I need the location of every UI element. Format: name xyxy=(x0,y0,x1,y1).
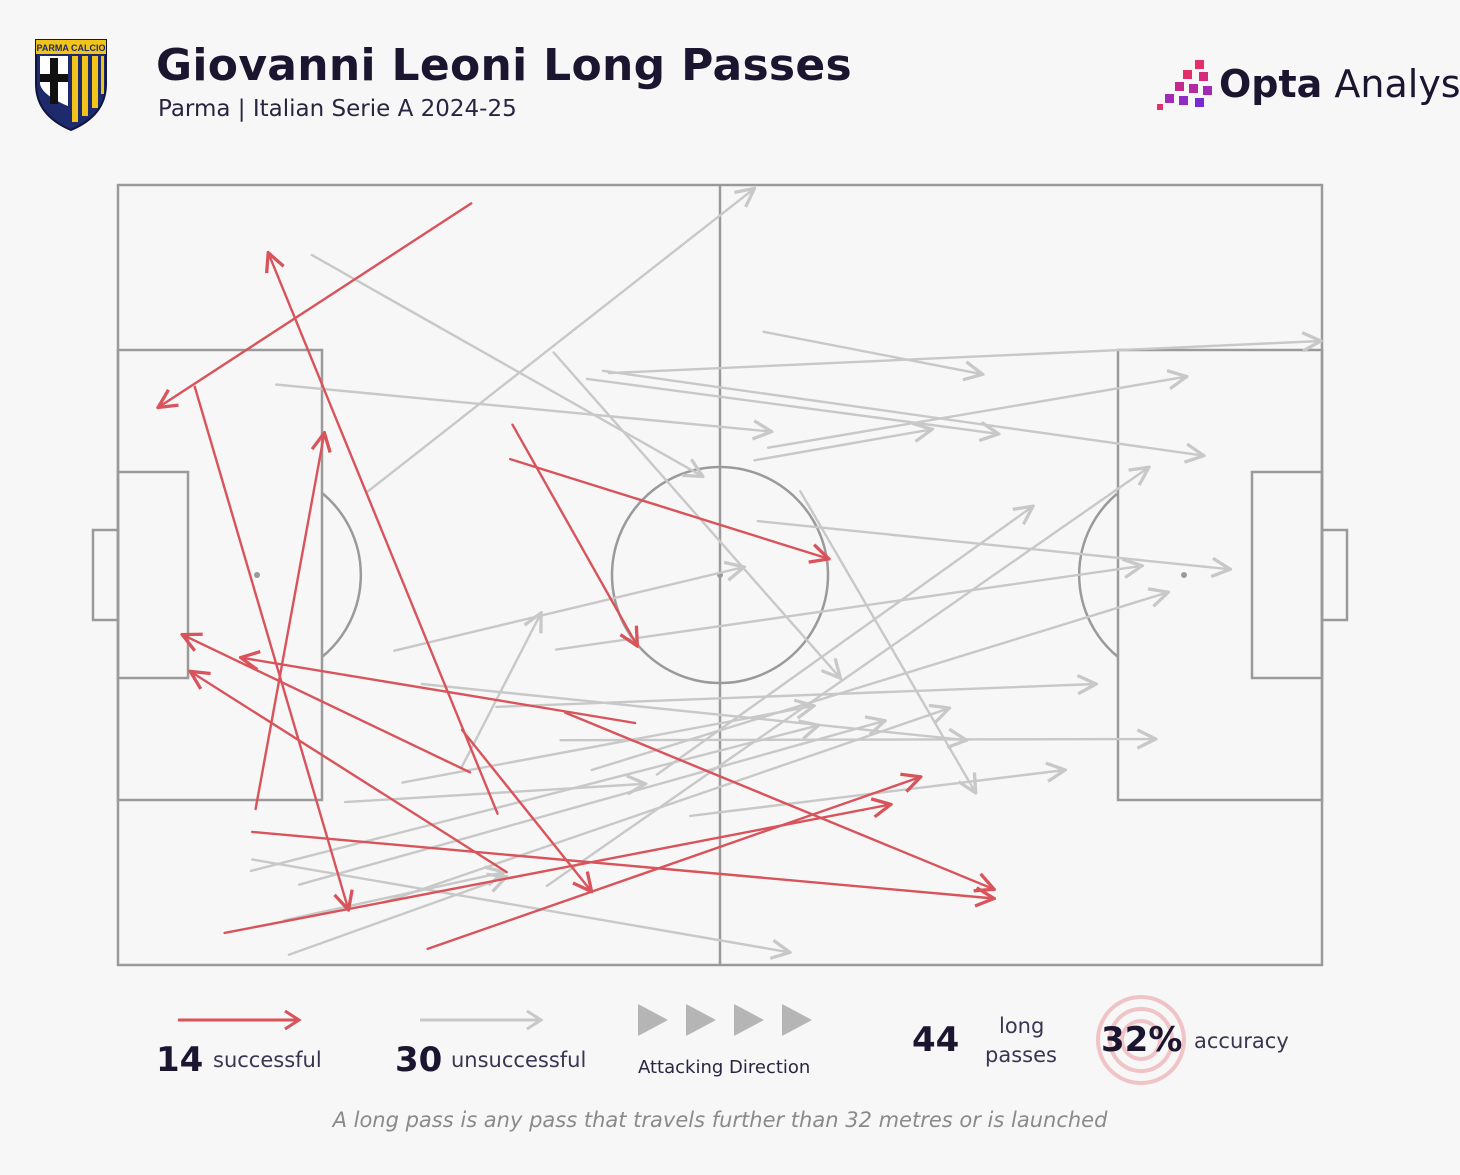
pass-map-chart xyxy=(91,183,1349,967)
parma-crest-logo: PARMA CALCIO xyxy=(35,39,107,132)
unsuccessful-pass-arrow-19 xyxy=(590,592,1169,772)
successful-pass-arrow-14 xyxy=(509,457,829,559)
unsuccessful-pass-arrow-17 xyxy=(343,784,646,804)
svg-text:PARMA CALCIO: PARMA CALCIO xyxy=(37,43,106,53)
pitch-markings xyxy=(91,183,1349,967)
unsuccessful-pass-arrow-7 xyxy=(762,330,983,375)
total-passes-label-line1: long xyxy=(999,1014,1045,1038)
successful-passes xyxy=(158,202,994,951)
unsuccessful-pass-arrow-5 xyxy=(601,369,1204,456)
unsuccessful-pass-arrow-3 xyxy=(366,188,754,493)
unsuccessful-pass-arrow-4 xyxy=(552,351,841,679)
successful-pass-arrow-9 xyxy=(190,671,508,874)
brand-rest: Analyst xyxy=(1334,62,1460,106)
unsuccessful-pass-arrow-13 xyxy=(393,567,744,652)
successful-pass-arrow-7 xyxy=(182,635,472,774)
unsuccessful-pass-arrow-12 xyxy=(554,566,1142,651)
penalty-spot-left xyxy=(254,572,260,578)
successful-pass-arrow-5 xyxy=(511,423,638,646)
unsuccessful-pass-arrow-28 xyxy=(545,467,1149,888)
accuracy-value: 32% xyxy=(1101,1020,1183,1060)
legend: 14 successful 30 unsuccessful Attacking … xyxy=(0,990,1460,1100)
attacking-direction-label: Attacking Direction xyxy=(638,1057,811,1078)
unsuccessful-pass-arrow-18 xyxy=(655,506,1033,776)
unsuccessful-pass-arrow-2 xyxy=(275,383,771,432)
unsuccessful-pass-arrow-29 xyxy=(460,613,541,768)
successful-pass-arrow-8 xyxy=(241,658,637,725)
page-subtitle: Parma | Italian Serie A 2024-25 xyxy=(158,96,517,122)
unsuccessful-pass-arrow-22 xyxy=(298,721,885,886)
successful-pass-arrow-2 xyxy=(268,253,499,815)
opta-analyst-logo: Opta Analyst xyxy=(1155,56,1460,116)
successful-pass-arrow-4 xyxy=(254,433,325,811)
successful-pass-arrow-10 xyxy=(250,830,994,899)
header: PARMA CALCIO Giovanni Leoni Long Passes … xyxy=(0,0,1460,150)
successful-pass-arrow-3 xyxy=(193,385,349,910)
successful-pass-arrow-13 xyxy=(426,777,921,951)
unsuccessful-label: unsuccessful xyxy=(451,1048,587,1072)
brand-bold: Opta xyxy=(1219,62,1323,106)
page-title: Giovanni Leoni Long Passes xyxy=(156,40,853,91)
total-passes-count: 44 xyxy=(912,1020,960,1060)
unsuccessful-pass-arrow-9 xyxy=(767,377,1186,449)
unsuccessful-pass-arrow-30 xyxy=(799,490,975,793)
unsuccessful-pass-arrow-20 xyxy=(495,684,1096,709)
unsuccessful-arrow-key xyxy=(420,1009,544,1031)
unsuccessful-pass-arrow-26 xyxy=(250,858,790,953)
successful-pass-arrow-6 xyxy=(460,728,592,892)
successful-label: successful xyxy=(213,1048,322,1072)
unsuccessful-pass-arrow-21 xyxy=(249,725,819,873)
unsuccessful-pass-arrow-6 xyxy=(585,377,999,434)
attacking-direction-icon xyxy=(638,1004,812,1036)
footnote: A long pass is any pass that travels fur… xyxy=(332,1108,1108,1132)
unsuccessful-pass-arrow-16 xyxy=(401,706,814,784)
accuracy-rings-icon xyxy=(1096,995,1186,1085)
successful-arrow-key xyxy=(178,1009,302,1031)
unsuccessful-pass-arrow-24 xyxy=(283,872,504,922)
unsuccessful-count: 30 xyxy=(395,1040,443,1080)
unsuccessful-passes xyxy=(249,188,1321,956)
successful-pass-arrow-12 xyxy=(223,804,891,935)
successful-pass-arrow-1 xyxy=(158,202,473,407)
unsuccessful-pass-arrow-8 xyxy=(607,341,1321,375)
unsuccessful-pass-arrow-23 xyxy=(384,708,949,904)
total-passes-label-line2: passes xyxy=(985,1043,1057,1067)
unsuccessful-pass-arrow-11 xyxy=(756,519,1231,569)
successful-count: 14 xyxy=(156,1040,204,1080)
penalty-spot-right xyxy=(1181,572,1187,578)
unsuccessful-pass-arrow-25 xyxy=(287,877,507,956)
opta-mark-icon xyxy=(1157,60,1212,110)
successful-pass-arrow-11 xyxy=(564,711,994,890)
unsuccessful-pass-arrow-10 xyxy=(753,429,932,462)
unsuccessful-pass-arrow-1 xyxy=(310,253,703,476)
accuracy-label: accuracy xyxy=(1194,1029,1289,1053)
